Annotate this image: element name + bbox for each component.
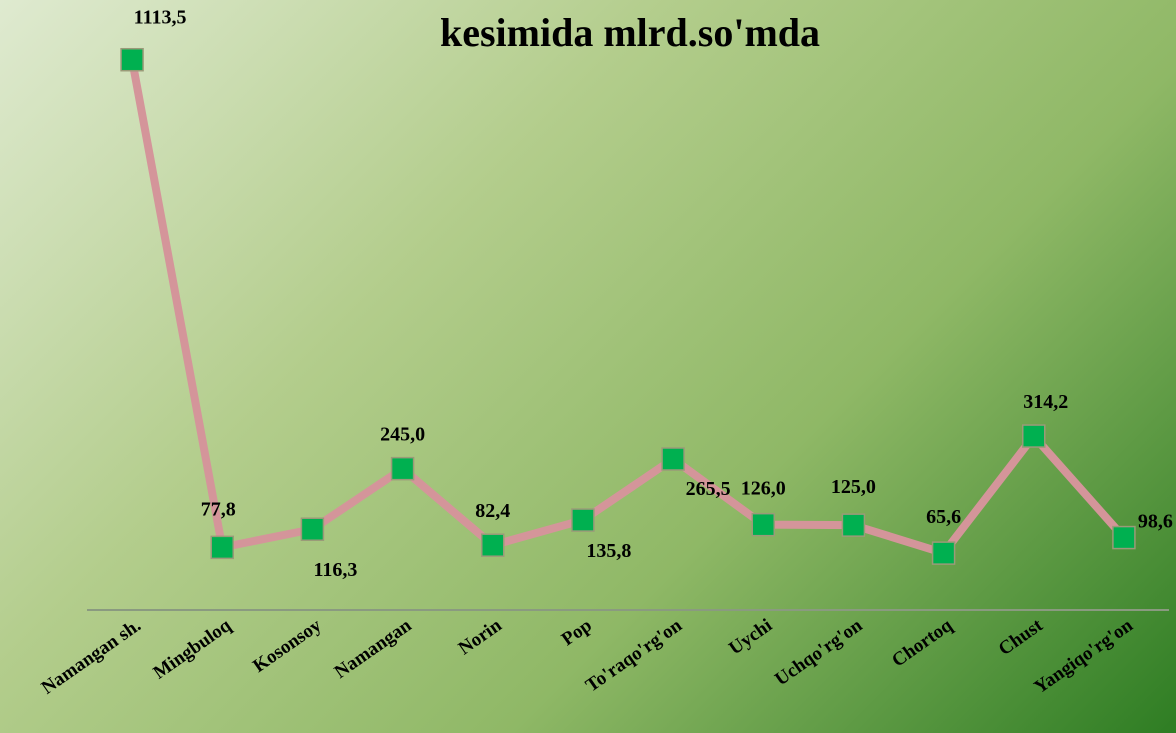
- data-label: 314,2: [1023, 391, 1068, 413]
- marker: [841, 513, 866, 537]
- data-label: 125,0: [831, 476, 876, 498]
- x-tick-label: Namangan sh.: [38, 615, 145, 699]
- marker: [300, 517, 325, 541]
- chart-title: kesimida mlrd.so'mda: [440, 10, 820, 55]
- x-tick-label: Yangiqo'rg'on: [1030, 615, 1137, 698]
- marker: [751, 512, 775, 537]
- x-tick-label: Pop: [558, 615, 596, 650]
- data-label: 65,6: [926, 506, 961, 528]
- marker: [1022, 424, 1046, 448]
- x-tick-label: Chust: [995, 615, 1047, 660]
- marker: [661, 447, 685, 471]
- marker: [931, 541, 956, 565]
- data-label: 116,3: [313, 559, 357, 581]
- data-label: 98,6: [1138, 511, 1173, 533]
- data-label: 1113,5: [134, 7, 187, 29]
- data-label: 245,0: [380, 424, 425, 446]
- marker: [390, 456, 415, 481]
- x-tick-label: Mingbuloq: [150, 615, 236, 684]
- x-tick-label: Chortoq: [888, 615, 957, 672]
- x-tick-label: Namangan: [331, 615, 416, 683]
- x-tick-label: Uychi: [725, 615, 776, 659]
- marker: [210, 535, 234, 560]
- x-tick-label: Kosonsoy: [249, 615, 325, 677]
- x-tick-label: Uchqo'rg'on: [771, 615, 866, 691]
- marker: [571, 508, 595, 532]
- marker: [481, 533, 505, 557]
- x-tick-label: Norin: [455, 615, 506, 660]
- line: [128, 58, 1127, 558]
- data-label: 135,8: [586, 540, 631, 562]
- marker: [120, 47, 144, 72]
- x-tick-label: To'raqo'rg'on: [582, 615, 686, 697]
- data-label: 82,4: [475, 500, 510, 522]
- marker: [1112, 525, 1136, 550]
- data-label: 126,0: [741, 478, 786, 500]
- data-label: 77,8: [201, 498, 236, 520]
- data-label: 265,5: [686, 478, 731, 500]
